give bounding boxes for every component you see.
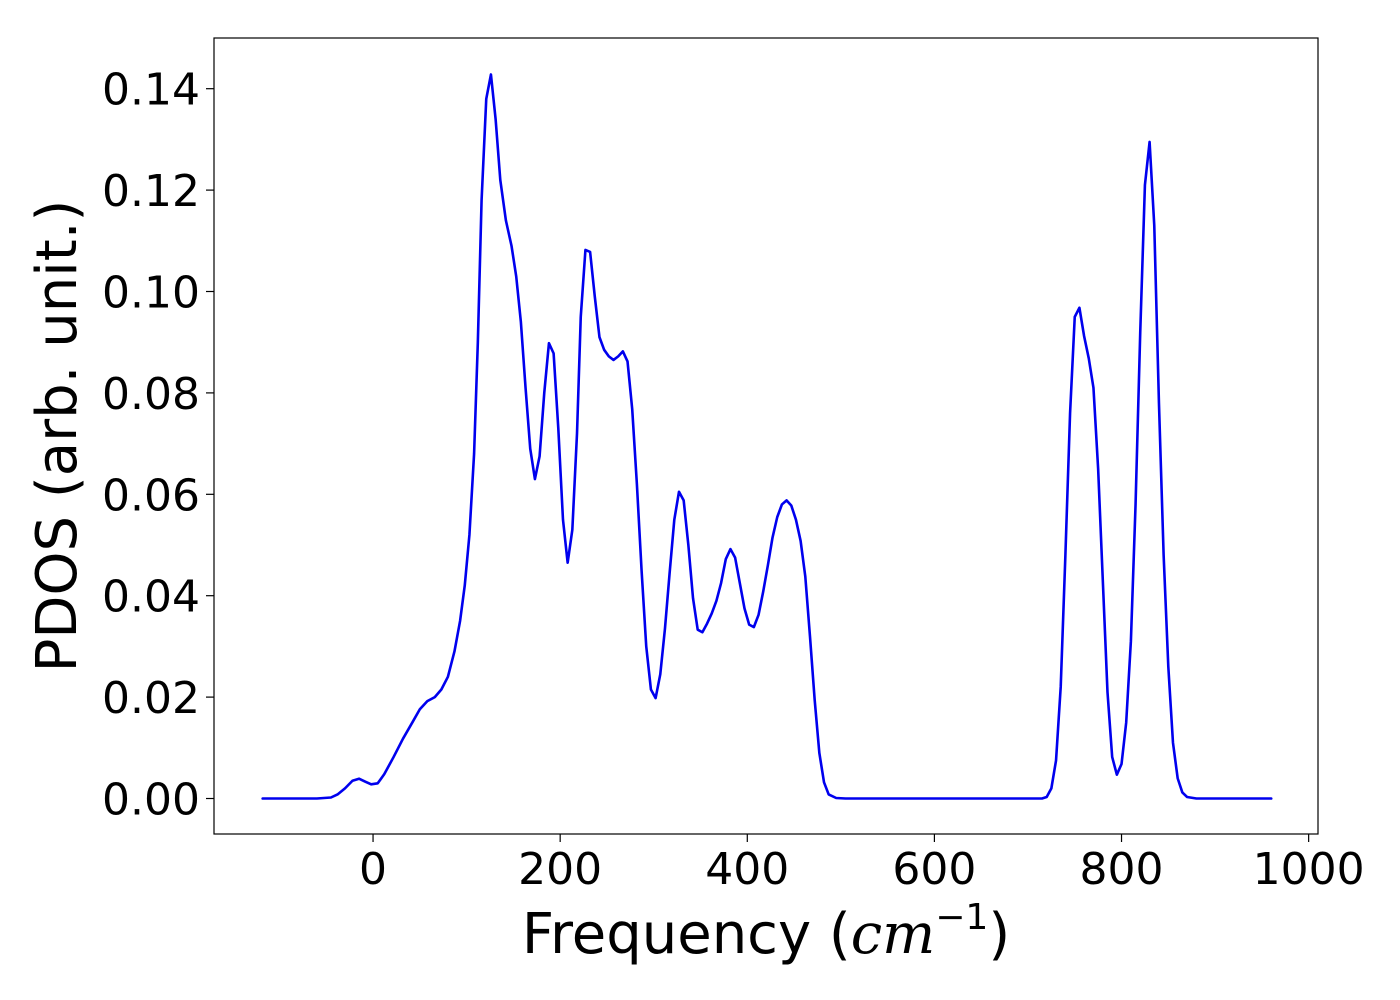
y-tick-label: 0.10 — [102, 268, 200, 319]
y-tick-label: 0.02 — [102, 673, 200, 724]
x-tick-label: 400 — [705, 844, 789, 895]
x-axis-title-exponent: −1 — [935, 897, 988, 938]
x-tick-label: 0 — [359, 844, 387, 895]
y-axis-title: PDOS (arb. unit.) — [25, 200, 90, 673]
y-tick-label: 0.06 — [102, 470, 200, 521]
y-axis: 0.00 0.02 0.04 0.06 0.08 0.10 0.12 0.14 — [102, 65, 214, 826]
pdos-series-line — [261, 73, 1273, 800]
x-tick-label: 1000 — [1253, 844, 1365, 895]
y-tick-label: 0.04 — [102, 572, 200, 623]
y-tick-label: 0.00 — [102, 775, 200, 826]
x-tick-label: 200 — [518, 844, 602, 895]
y-tick-label: 0.12 — [102, 166, 200, 217]
x-axis-title: Frequency (cm−1) — [522, 897, 1010, 967]
y-tick-label: 0.14 — [102, 65, 200, 116]
x-tick-label: 600 — [892, 844, 976, 895]
plot-frame — [213, 37, 1319, 835]
x-axis-title-prefix: Frequency ( — [522, 902, 851, 967]
y-tick-label: 0.08 — [102, 369, 200, 420]
x-axis-title-unit: cm — [851, 902, 935, 967]
x-tick-label: 800 — [1080, 844, 1164, 895]
x-axis-title-suffix: ) — [988, 902, 1010, 967]
x-axis: 0 200 400 600 800 1000 — [359, 834, 1365, 895]
